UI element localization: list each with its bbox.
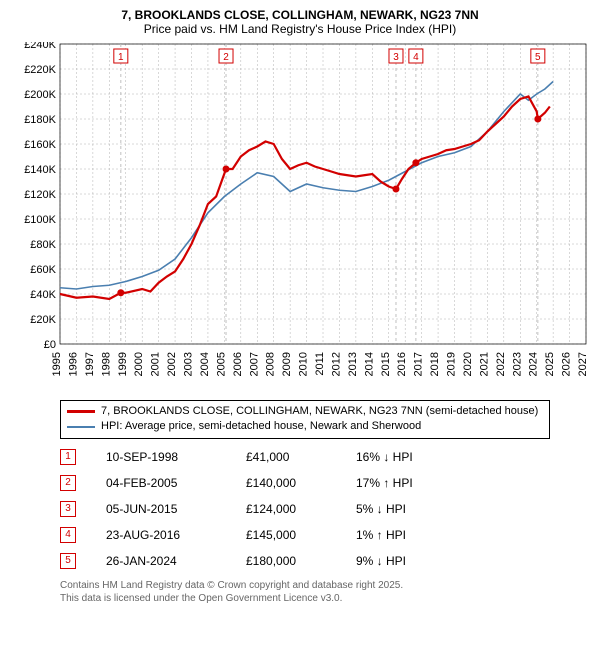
- svg-text:2006: 2006: [232, 352, 244, 376]
- marker-price: £140,000: [246, 476, 326, 490]
- svg-text:2018: 2018: [429, 352, 441, 376]
- svg-text:1995: 1995: [51, 352, 63, 376]
- legend-swatch-hpi: [67, 426, 95, 428]
- svg-text:2000: 2000: [133, 352, 145, 376]
- svg-text:2026: 2026: [561, 352, 573, 376]
- svg-text:2014: 2014: [363, 352, 375, 376]
- marker-date: 23-AUG-2016: [106, 528, 216, 542]
- svg-text:1: 1: [118, 52, 124, 63]
- svg-text:2012: 2012: [330, 352, 342, 376]
- marker-badge: 1: [60, 449, 76, 465]
- marker-row: 3 05-JUN-2015 £124,000 5% ↓ HPI: [60, 501, 550, 517]
- svg-text:1998: 1998: [100, 352, 112, 376]
- svg-text:2011: 2011: [314, 352, 326, 376]
- svg-text:£60K: £60K: [30, 264, 56, 276]
- legend-label-paid: 7, BROOKLANDS CLOSE, COLLINGHAM, NEWARK,…: [101, 404, 538, 419]
- marker-pct: 17% ↑ HPI: [356, 476, 446, 490]
- svg-text:£240K: £240K: [24, 42, 56, 51]
- footer-text: Contains HM Land Registry data © Crown c…: [60, 579, 594, 605]
- marker-date: 04-FEB-2005: [106, 476, 216, 490]
- svg-text:2003: 2003: [183, 352, 195, 376]
- svg-text:4: 4: [413, 52, 419, 63]
- marker-badge: 3: [60, 501, 76, 517]
- marker-date: 05-JUN-2015: [106, 502, 216, 516]
- marker-pct: 5% ↓ HPI: [356, 502, 446, 516]
- marker-price: £180,000: [246, 554, 326, 568]
- svg-text:2017: 2017: [413, 352, 425, 376]
- marker-badge: 5: [60, 553, 76, 569]
- svg-text:£40K: £40K: [30, 289, 56, 301]
- legend-item-paid: 7, BROOKLANDS CLOSE, COLLINGHAM, NEWARK,…: [67, 404, 543, 419]
- svg-text:£160K: £160K: [24, 139, 56, 151]
- marker-price: £124,000: [246, 502, 326, 516]
- marker-row: 2 04-FEB-2005 £140,000 17% ↑ HPI: [60, 475, 550, 491]
- footer-line-2: This data is licensed under the Open Gov…: [60, 592, 594, 605]
- svg-text:£20K: £20K: [30, 314, 56, 326]
- svg-text:2004: 2004: [199, 352, 211, 376]
- marker-pct: 1% ↑ HPI: [356, 528, 446, 542]
- svg-text:£100K: £100K: [24, 214, 56, 226]
- marker-price: £41,000: [246, 450, 326, 464]
- marker-badge: 2: [60, 475, 76, 491]
- svg-text:2008: 2008: [265, 352, 277, 376]
- svg-text:2007: 2007: [248, 352, 260, 376]
- svg-text:£200K: £200K: [24, 89, 56, 101]
- marker-badge: 4: [60, 527, 76, 543]
- marker-date: 10-SEP-1998: [106, 450, 216, 464]
- legend-item-hpi: HPI: Average price, semi-detached house,…: [67, 419, 543, 434]
- markers-table: 1 10-SEP-1998 £41,000 16% ↓ HPI 2 04-FEB-2005…: [60, 449, 550, 569]
- svg-text:2023: 2023: [511, 352, 523, 376]
- footer-line-1: Contains HM Land Registry data © Crown c…: [60, 579, 594, 592]
- svg-text:£140K: £140K: [24, 164, 56, 176]
- svg-text:£220K: £220K: [24, 64, 56, 76]
- svg-text:1997: 1997: [84, 352, 96, 376]
- svg-text:2025: 2025: [544, 352, 556, 376]
- svg-text:1999: 1999: [117, 352, 129, 376]
- chart-svg: £0 £20K £40K £60K £80K £100K £120K £140K £160K £1…: [12, 42, 592, 392]
- marker-row: 5 26-JAN-2024 £180,000 9% ↓ HPI: [60, 553, 550, 569]
- chart-title: 7, BROOKLANDS CLOSE, COLLINGHAM, NEWARK,…: [6, 8, 594, 22]
- svg-text:2013: 2013: [347, 352, 359, 376]
- legend: 7, BROOKLANDS CLOSE, COLLINGHAM, NEWARK,…: [60, 400, 550, 439]
- svg-text:2: 2: [223, 52, 229, 63]
- marker-price: £145,000: [246, 528, 326, 542]
- marker-date: 26-JAN-2024: [106, 554, 216, 568]
- chart-subtitle: Price paid vs. HM Land Registry's House …: [6, 22, 594, 36]
- svg-text:2009: 2009: [281, 352, 293, 376]
- svg-text:£0: £0: [44, 339, 56, 351]
- svg-text:2002: 2002: [166, 352, 178, 376]
- svg-text:2016: 2016: [396, 352, 408, 376]
- marker-row: 1 10-SEP-1998 £41,000 16% ↓ HPI: [60, 449, 550, 465]
- svg-text:2024: 2024: [528, 352, 540, 376]
- svg-text:£120K: £120K: [24, 189, 56, 201]
- svg-text:2010: 2010: [298, 352, 310, 376]
- svg-text:2001: 2001: [150, 352, 162, 376]
- svg-text:5: 5: [535, 52, 541, 63]
- svg-text:2020: 2020: [462, 352, 474, 376]
- svg-text:2015: 2015: [380, 352, 392, 376]
- svg-text:2022: 2022: [495, 352, 507, 376]
- chart-area: £0 £20K £40K £60K £80K £100K £120K £140K £160K £1…: [12, 42, 592, 392]
- marker-pct: 9% ↓ HPI: [356, 554, 446, 568]
- legend-label-hpi: HPI: Average price, semi-detached house,…: [101, 419, 421, 434]
- svg-text:2005: 2005: [215, 352, 227, 376]
- marker-pct: 16% ↓ HPI: [356, 450, 446, 464]
- svg-text:3: 3: [393, 52, 399, 63]
- svg-text:£80K: £80K: [30, 239, 56, 251]
- svg-text:2027: 2027: [577, 352, 589, 376]
- legend-swatch-paid: [67, 410, 95, 413]
- svg-text:2021: 2021: [478, 352, 490, 376]
- marker-row: 4 23-AUG-2016 £145,000 1% ↑ HPI: [60, 527, 550, 543]
- svg-text:2019: 2019: [446, 352, 458, 376]
- svg-text:1996: 1996: [67, 352, 79, 376]
- svg-text:£180K: £180K: [24, 114, 56, 126]
